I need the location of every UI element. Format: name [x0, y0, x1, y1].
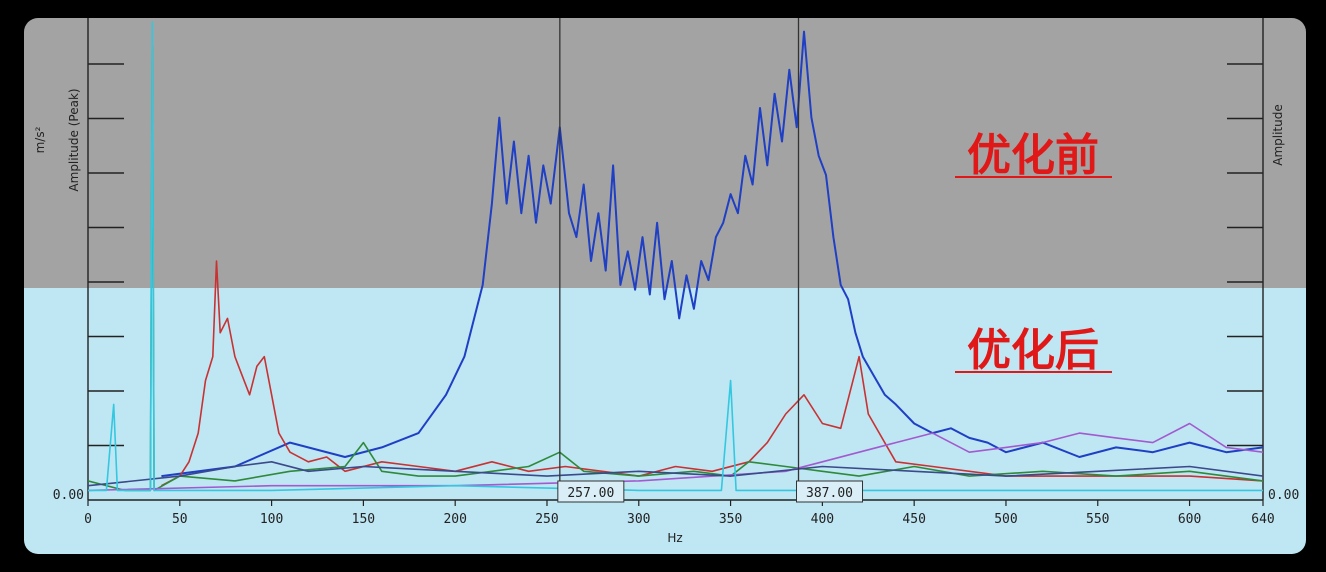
left-axis-ticks [88, 63, 124, 447]
cursor-label-box [796, 480, 864, 503]
x-tick-label: 400 [811, 512, 834, 527]
before-optimization-panel [24, 18, 1306, 288]
annotation-before-optimization: 优化前 [967, 130, 1099, 181]
x-axis-label: Hz [667, 531, 682, 545]
cursor-label: 387.00 [806, 486, 853, 501]
x-tick-label: 550 [1086, 512, 1109, 527]
cursor-group: 257.00 387.00 [557, 18, 864, 503]
x-tick-label: 500 [994, 512, 1017, 527]
series-line-4 [88, 460, 1263, 487]
series-line-2 [88, 45, 1263, 492]
after-optimization-panel [24, 288, 1306, 554]
series-line-0 [161, 30, 1263, 478]
x-tick-label: 0 [84, 512, 92, 527]
x-tick-label: 250 [535, 512, 558, 527]
left-zero-label: 0.00 [53, 488, 84, 503]
x-tick-label: 640 [1251, 512, 1274, 527]
cursor-label: 257.00 [567, 486, 614, 501]
x-tick-label: 600 [1178, 512, 1201, 527]
x-tick-label: 300 [627, 512, 650, 527]
right-axis-ticks [1227, 63, 1263, 447]
left-axis-label: Amplitude (Peak) [67, 88, 81, 191]
x-tick-label: 200 [443, 512, 466, 527]
cursor-label-box [557, 480, 625, 503]
series-line-5 [88, 21, 1263, 492]
x-axis-ticks: 0 50 100 150 200 250 300 350 400 450 500 550 600 640 [84, 500, 1275, 527]
x-tick-label: 450 [902, 512, 925, 527]
right-zero-label: 0.00 [1268, 488, 1299, 503]
left-axis-unit: m/s² [33, 126, 47, 153]
right-axis-label: Amplitude [1271, 104, 1285, 166]
annotation-after-optimization: 优化后 [967, 325, 1099, 376]
series-line-1 [161, 260, 1263, 487]
x-tick-label: 50 [172, 512, 188, 527]
x-tick-label: 150 [352, 512, 375, 527]
x-tick-label: 350 [719, 512, 742, 527]
x-tick-label: 100 [260, 512, 283, 527]
